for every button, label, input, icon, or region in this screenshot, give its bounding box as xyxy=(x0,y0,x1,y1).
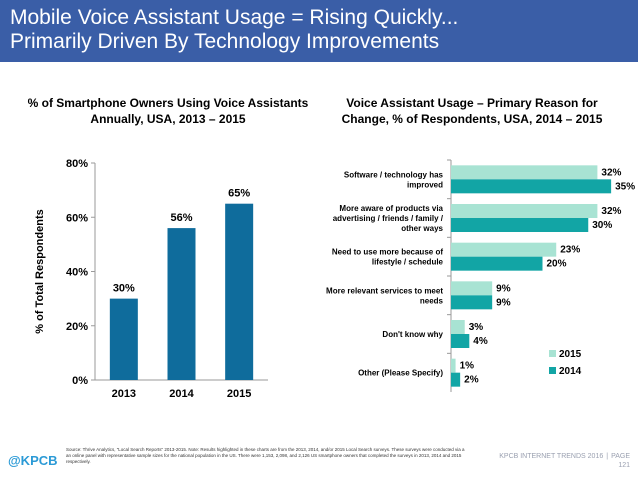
bar-2014 xyxy=(451,218,589,232)
y-tick-label: 60% xyxy=(66,212,88,224)
data-label: 32% xyxy=(601,206,621,217)
y-tick-label: 20% xyxy=(66,321,88,333)
bar xyxy=(225,203,254,380)
bar-2015 xyxy=(451,242,557,257)
data-label: 32% xyxy=(601,167,621,178)
title-banner: Mobile Voice Assistant Usage = Rising Qu… xyxy=(0,0,638,62)
category-label: Other (Please Specify) xyxy=(358,369,443,378)
bar-2014 xyxy=(451,295,493,310)
data-label: 30% xyxy=(113,283,135,295)
legend-label: 2014 xyxy=(559,366,582,377)
x-tick-label: 2015 xyxy=(227,388,251,400)
bar-2014 xyxy=(451,256,543,271)
slide-title: Mobile Voice Assistant Usage = Rising Qu… xyxy=(10,6,459,53)
category-label: More relevant services to meet needs xyxy=(326,286,444,305)
left-chart-title: % of Smartphone Owners Using Voice Assis… xyxy=(27,96,309,126)
report-name: KPCB INTERNET TRENDS 2016 xyxy=(499,453,604,460)
footer-page-info: KPCB INTERNET TRENDS 2016 | PAGE 121 xyxy=(499,453,630,469)
x-tick-label: 2013 xyxy=(112,388,136,400)
page-label: PAGE xyxy=(611,453,630,460)
category-label: Need to use more because of lifestyle / s… xyxy=(332,248,444,267)
bar-2015 xyxy=(451,320,465,334)
bar-2014 xyxy=(451,334,470,348)
y-tick-label: 40% xyxy=(66,267,88,279)
legend-swatch-2014 xyxy=(549,367,556,374)
data-label: 30% xyxy=(592,220,612,231)
data-label: 35% xyxy=(615,181,635,192)
category-label: Don't know why xyxy=(382,330,443,339)
bar-2015 xyxy=(451,165,598,180)
bar-2015 xyxy=(451,281,493,296)
data-label: 4% xyxy=(473,336,488,347)
y-tick-label: 0% xyxy=(72,375,88,387)
bar-2014 xyxy=(451,372,461,387)
data-label: 23% xyxy=(560,245,580,256)
data-label: 65% xyxy=(228,188,250,200)
bar-2015 xyxy=(451,204,598,218)
data-label: 1% xyxy=(460,361,475,372)
bar-2015 xyxy=(451,358,456,373)
data-label: 9% xyxy=(496,297,511,308)
category-label: More aware of products via advertising / … xyxy=(333,204,444,233)
legend-label: 2015 xyxy=(559,349,582,360)
y-tick-label: 80% xyxy=(66,158,88,170)
data-label: 20% xyxy=(547,259,567,270)
data-label: 3% xyxy=(469,322,484,333)
data-label: 2% xyxy=(464,375,479,386)
legend-swatch-2015 xyxy=(549,350,556,357)
source-note: Source: Thrive Analytics, "Local Search … xyxy=(66,447,465,464)
bar xyxy=(109,298,138,380)
y-axis-title: % of Total Respondents xyxy=(34,209,46,333)
category-label: Software / technology has improved xyxy=(344,170,444,189)
right-chart-title: Voice Assistant Usage – Primary Reason f… xyxy=(341,96,603,126)
data-label: 9% xyxy=(496,283,511,294)
bar-2014 xyxy=(451,179,612,194)
bar xyxy=(167,228,196,380)
kpcb-logo: @KPCB xyxy=(8,453,58,468)
page-number: 121 xyxy=(618,462,630,469)
x-tick-label: 2014 xyxy=(169,388,194,400)
data-label: 56% xyxy=(170,212,192,224)
